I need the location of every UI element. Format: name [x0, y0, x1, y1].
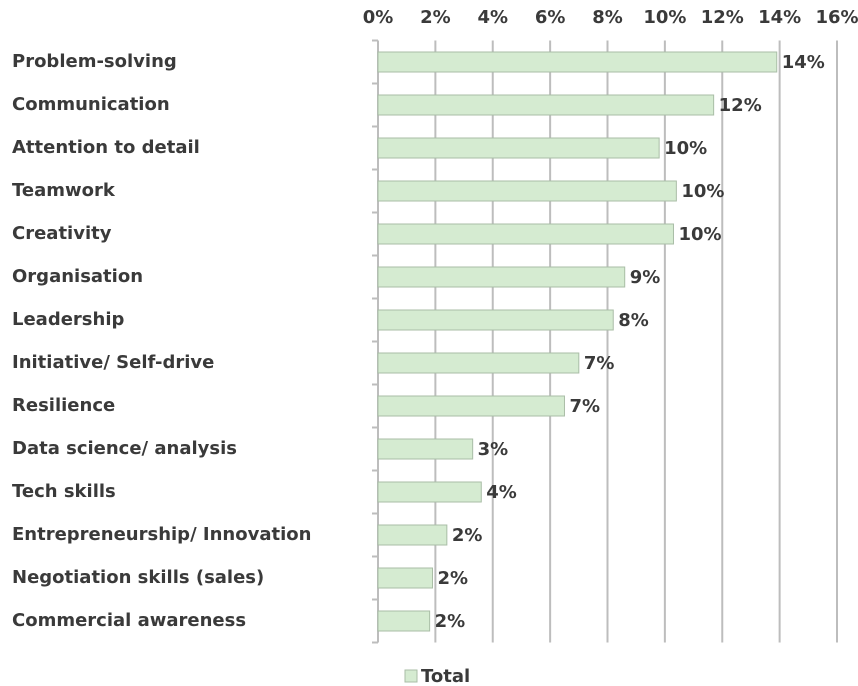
- y-tick-label: Negotiation skills (sales): [12, 567, 264, 588]
- bar: [377, 395, 565, 417]
- y-tick-label: Problem-solving: [12, 51, 177, 72]
- y-tick-label: Tech skills: [12, 481, 116, 502]
- y-tick-label: Entrepreneurship/ Innovation: [12, 524, 311, 545]
- y-tick-label: Attention to detail: [12, 137, 200, 158]
- x-tick-label: 0%: [363, 7, 394, 28]
- data-label: 12%: [719, 95, 762, 116]
- data-label: 7%: [569, 396, 600, 417]
- data-label: 14%: [782, 52, 825, 73]
- bar: [377, 137, 660, 159]
- data-label: 2%: [435, 611, 466, 632]
- bar: [377, 481, 482, 503]
- x-tick-label: 4%: [477, 7, 508, 28]
- y-tick-label: Initiative/ Self-drive: [12, 352, 214, 373]
- data-label: 8%: [618, 310, 649, 331]
- x-tick-label: 8%: [592, 7, 623, 28]
- y-tick-label: Commercial awareness: [12, 610, 246, 631]
- x-tick-label: 6%: [535, 7, 566, 28]
- y-tick-label: Teamwork: [12, 180, 116, 201]
- y-tick-label: Creativity: [12, 223, 112, 244]
- bar: [377, 94, 715, 116]
- data-label: 10%: [678, 224, 721, 245]
- data-label: 3%: [478, 439, 509, 460]
- data-label: 10%: [681, 181, 724, 202]
- y-tick-label: Data science/ analysis: [12, 438, 237, 459]
- x-tick-label: 14%: [758, 7, 801, 28]
- y-tick-label: Organisation: [12, 266, 143, 287]
- data-label: 9%: [630, 267, 661, 288]
- bar: [377, 438, 474, 460]
- legend-label: Total: [421, 666, 470, 686]
- bar: [377, 567, 434, 589]
- x-tick-label: 10%: [643, 7, 686, 28]
- bar: [377, 352, 580, 374]
- data-label: 2%: [452, 525, 483, 546]
- data-label: 4%: [486, 482, 517, 503]
- data-label: 10%: [664, 138, 707, 159]
- y-tick-label: Resilience: [12, 395, 115, 416]
- y-tick-label: Communication: [12, 94, 170, 115]
- x-tick-label: 16%: [815, 7, 858, 28]
- bar: [377, 223, 674, 245]
- bar: [377, 524, 448, 546]
- bar: [377, 51, 778, 73]
- legend-swatch: [404, 669, 418, 683]
- x-tick-label: 12%: [701, 7, 744, 28]
- bar: [377, 266, 626, 288]
- data-label: 2%: [438, 568, 469, 589]
- bar: [377, 180, 677, 202]
- y-tick-label: Leadership: [12, 309, 124, 330]
- data-label: 7%: [584, 353, 615, 374]
- x-tick-label: 2%: [420, 7, 451, 28]
- bar: [377, 309, 614, 331]
- bar: [377, 610, 431, 632]
